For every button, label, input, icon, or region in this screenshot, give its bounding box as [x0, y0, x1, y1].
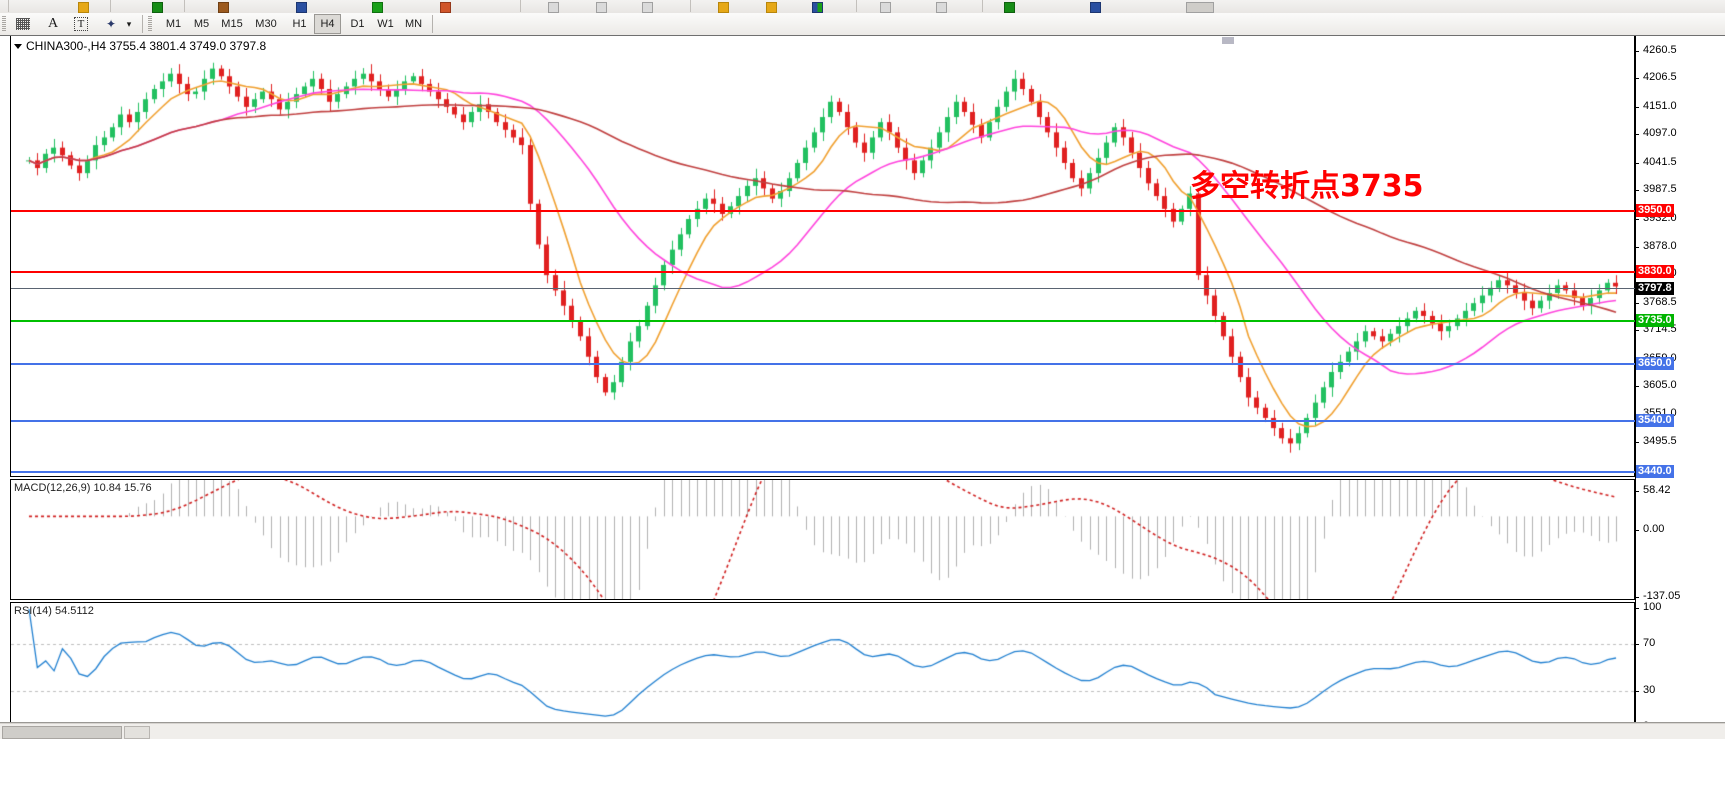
price-tag-3950.0[interactable]: 3950.0 — [1636, 203, 1674, 217]
scrollbar-thumb-secondary[interactable] — [124, 726, 150, 739]
text-label-icon: T — [73, 17, 89, 31]
price-tag-3830.0[interactable]: 3830.0 — [1636, 265, 1674, 279]
rsi-axis-tick: 70 — [1634, 636, 1656, 649]
level-line-current-price-3797[interactable] — [11, 287, 1635, 289]
status-bar — [0, 722, 1725, 765]
horizontal-scrollbar[interactable] — [0, 723, 1725, 739]
timeframe-label: H1 — [292, 18, 307, 30]
level-line-resistance-3830[interactable] — [11, 271, 1635, 274]
price-axis-tick: 3878.0 — [1635, 239, 1677, 252]
timeframe-label: M30 — [255, 18, 277, 30]
toolbar-icon-chip[interactable] — [372, 2, 383, 13]
price-tag-3540.0[interactable]: 3540.0 — [1636, 413, 1674, 427]
timeframe-group-grip[interactable] — [148, 16, 152, 32]
timeframe-label: H4 — [320, 18, 335, 30]
toolbar-icon-chip[interactable] — [1090, 2, 1101, 13]
toolbar-icon-chip[interactable] — [642, 2, 653, 13]
price-axis-tick: 3605.0 — [1635, 379, 1677, 392]
timeframe-label: M1 — [165, 18, 182, 30]
timeframe-label: M15 — [221, 18, 243, 30]
toolbar-icon-chip[interactable] — [548, 2, 559, 13]
rsi-axis-tick: 100 — [1634, 601, 1662, 613]
timeframe-label: M5 — [193, 18, 210, 30]
macd-panel[interactable] — [10, 479, 1635, 600]
toolbar-icon-chip[interactable] — [1004, 2, 1015, 13]
macd-axis-tick: -137.05 — [1634, 590, 1681, 602]
crosshair-tool-button[interactable] — [10, 14, 36, 34]
crosshair-icon — [16, 18, 30, 30]
rsi-axis-tick: 30 — [1634, 684, 1656, 697]
price-axis-tick: 4097.0 — [1635, 127, 1677, 140]
timeframe-m15[interactable]: M15 — [216, 14, 248, 34]
level-line-support-3440[interactable] — [11, 470, 1635, 473]
price-tag-3797.8[interactable]: 3797.8 — [1636, 281, 1674, 295]
timeframe-m5[interactable]: M5 — [188, 14, 215, 34]
price-tag-3440.0[interactable]: 3440.0 — [1636, 464, 1674, 478]
timeframe-label: D1 — [350, 18, 365, 30]
text-tool-button[interactable]: A — [40, 14, 66, 34]
price-axis-tick: 4206.5 — [1635, 71, 1677, 84]
timeframe-h1[interactable]: H1 — [286, 14, 313, 34]
toolbar-icon-chip[interactable] — [440, 2, 451, 13]
chart-area[interactable]: CHINA300-,H4 3755.4 3801.4 3749.0 3797.8… — [0, 35, 1725, 799]
toolbar-icon-chip[interactable] — [1186, 2, 1214, 13]
price-axis-tick: 4151.0 — [1635, 99, 1677, 112]
price-axis-tick: 4041.5 — [1635, 155, 1677, 168]
timeframe-mn[interactable]: MN — [400, 14, 427, 34]
symbol-caret-icon[interactable] — [14, 44, 22, 50]
toolbar-grip[interactable] — [2, 16, 6, 32]
level-line-resistance-3950[interactable] — [11, 209, 1635, 212]
shapes-tool-button[interactable]: ✦ — [98, 14, 124, 34]
shapes-icon: ✦ — [105, 17, 117, 31]
scrollbar-thumb[interactable] — [2, 726, 122, 739]
toolbar-icon-chip[interactable] — [78, 2, 89, 13]
price-axis-tick: 4260.5 — [1635, 43, 1677, 56]
level-line-support-3540[interactable] — [11, 419, 1635, 422]
price-tag-3650.0[interactable]: 3650.0 — [1636, 357, 1674, 371]
chevron-down-icon: ▾ — [126, 18, 132, 29]
toolbar-icon-chip[interactable] — [766, 2, 777, 13]
chart-object-marker[interactable] — [1222, 37, 1234, 44]
label-tool-button[interactable]: T — [68, 14, 94, 34]
toolbar-icon-chip[interactable] — [880, 2, 891, 13]
price-axis-line — [1635, 36, 1636, 736]
timeframe-label: W1 — [377, 18, 394, 30]
macd-label: MACD(12,26,9) 10.84 15.76 — [14, 482, 152, 494]
chart-toolbar[interactable]: A T ✦ ▾ M1 M5 M15 M30 H1 H4 D1 W1 MN — [0, 13, 1725, 36]
price-axis-tick: 3987.5 — [1635, 183, 1677, 196]
price-axis-tick: 3768.5 — [1635, 295, 1677, 308]
toolbar-icon-chip[interactable] — [936, 2, 947, 13]
timeframe-m30[interactable]: M30 — [250, 14, 282, 34]
toolbar-icon-chip[interactable] — [152, 2, 163, 13]
symbol-ohlc-text: CHINA300-,H4 3755.4 3801.4 3749.0 3797.8 — [26, 39, 267, 53]
level-line-support-3650[interactable] — [11, 363, 1635, 366]
macd-axis-tick: 0.00 — [1634, 523, 1665, 535]
timeframe-d1[interactable]: D1 — [344, 14, 371, 34]
secondary-toolbar[interactable] — [0, 0, 1725, 14]
timeframe-w1[interactable]: W1 — [372, 14, 399, 34]
chart-annotation-text[interactable]: 多空转折点3735 — [1190, 169, 1424, 204]
price-panel[interactable] — [10, 36, 1635, 477]
timeframe-label: MN — [404, 18, 423, 30]
rsi-label: RSI(14) 54.5112 — [14, 605, 94, 617]
timeframe-h4[interactable]: H4 — [314, 14, 341, 34]
price-axis-tick: 3495.5 — [1635, 435, 1677, 448]
shapes-dropdown-button[interactable]: ▾ — [122, 14, 136, 34]
rsi-panel[interactable] — [10, 602, 1635, 735]
macd-axis-tick: 58.42 — [1635, 484, 1671, 496]
toolbar-icon-chip[interactable] — [718, 2, 729, 13]
price-tag-3735.0[interactable]: 3735.0 — [1636, 313, 1674, 327]
timeframe-m1[interactable]: M1 — [160, 14, 187, 34]
toolbar-icon-chip[interactable] — [812, 2, 823, 13]
text-a-icon: A — [47, 16, 59, 31]
symbol-info-label: CHINA300-,H4 3755.4 3801.4 3749.0 3797.8 — [14, 39, 266, 53]
price-axis[interactable]: 4260.5 4206.5 4151.0 4097.0 4041.5 3987.5 3932… — [1634, 36, 1725, 736]
toolbar-icon-chip[interactable] — [296, 2, 307, 13]
level-line-support-3735[interactable] — [11, 319, 1635, 322]
toolbar-icon-chip[interactable] — [218, 2, 229, 13]
toolbar-icon-chip[interactable] — [596, 2, 607, 13]
